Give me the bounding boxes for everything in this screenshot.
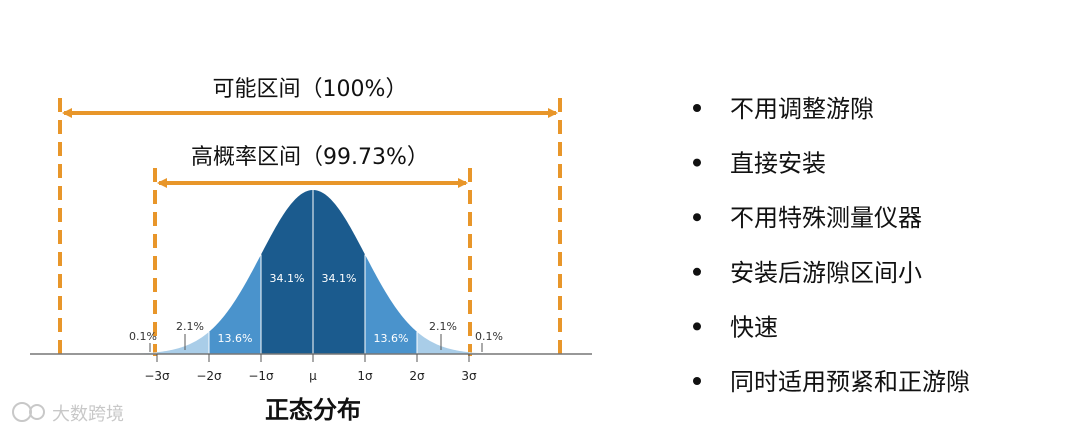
range-inner bbox=[153, 168, 472, 356]
region-label: 34.1% bbox=[322, 272, 357, 285]
region-label: 2.1% bbox=[429, 320, 457, 333]
bullet-text: 快速 bbox=[730, 313, 778, 341]
axis-label: −1σ bbox=[248, 369, 274, 383]
axis-label: −3σ bbox=[144, 369, 170, 383]
axis-labels: −3σ −2σ −1σ μ 1σ 2σ 3σ bbox=[144, 354, 477, 383]
axis-label: μ bbox=[309, 369, 317, 383]
bullet-dot bbox=[693, 377, 701, 385]
curve-region bbox=[209, 254, 261, 354]
bullet-dot bbox=[693, 104, 701, 112]
icon-circle bbox=[29, 404, 45, 420]
bullet-dot bbox=[693, 158, 701, 167]
bullet-text: 直接安装 bbox=[730, 150, 826, 178]
bullet-dot bbox=[693, 213, 701, 222]
bullet-text: 同时适用预紧和正游隙 bbox=[730, 368, 970, 396]
bullet-text: 不用特殊测量仪器 bbox=[730, 204, 922, 232]
bullet-dot bbox=[693, 267, 701, 276]
curve-region bbox=[313, 190, 365, 354]
curve-region bbox=[157, 331, 209, 354]
region-label: 0.1% bbox=[129, 330, 157, 343]
icon-circle bbox=[12, 402, 32, 422]
bullet-text: 安装后游隙区间小 bbox=[730, 259, 922, 287]
curve-title: 正态分布 bbox=[265, 396, 361, 424]
range-label: 高概率区间（99.73%） bbox=[191, 145, 429, 170]
region-label: 2.1% bbox=[176, 320, 204, 333]
region-label: 13.6% bbox=[218, 332, 253, 345]
curve-region bbox=[417, 331, 469, 354]
watermark-icon bbox=[12, 402, 45, 422]
region-label: 34.1% bbox=[270, 272, 305, 285]
region-label: 13.6% bbox=[374, 332, 409, 345]
bullet-dot bbox=[693, 322, 701, 331]
axis-label: −2σ bbox=[196, 369, 222, 383]
axis-label: 2σ bbox=[409, 369, 425, 383]
curve-region bbox=[261, 190, 313, 354]
region-label: 0.1% bbox=[475, 330, 503, 343]
bullet-text: 不用调整游隙 bbox=[730, 95, 874, 123]
axis-label: 1σ bbox=[357, 369, 373, 383]
normal-curve bbox=[94, 190, 532, 354]
range-label: 可能区间（100%） bbox=[213, 77, 408, 102]
axis-label: 3σ bbox=[461, 369, 477, 383]
range-outer bbox=[58, 98, 562, 356]
curve-region bbox=[365, 254, 417, 354]
watermark: 大数跨境 bbox=[52, 404, 124, 425]
